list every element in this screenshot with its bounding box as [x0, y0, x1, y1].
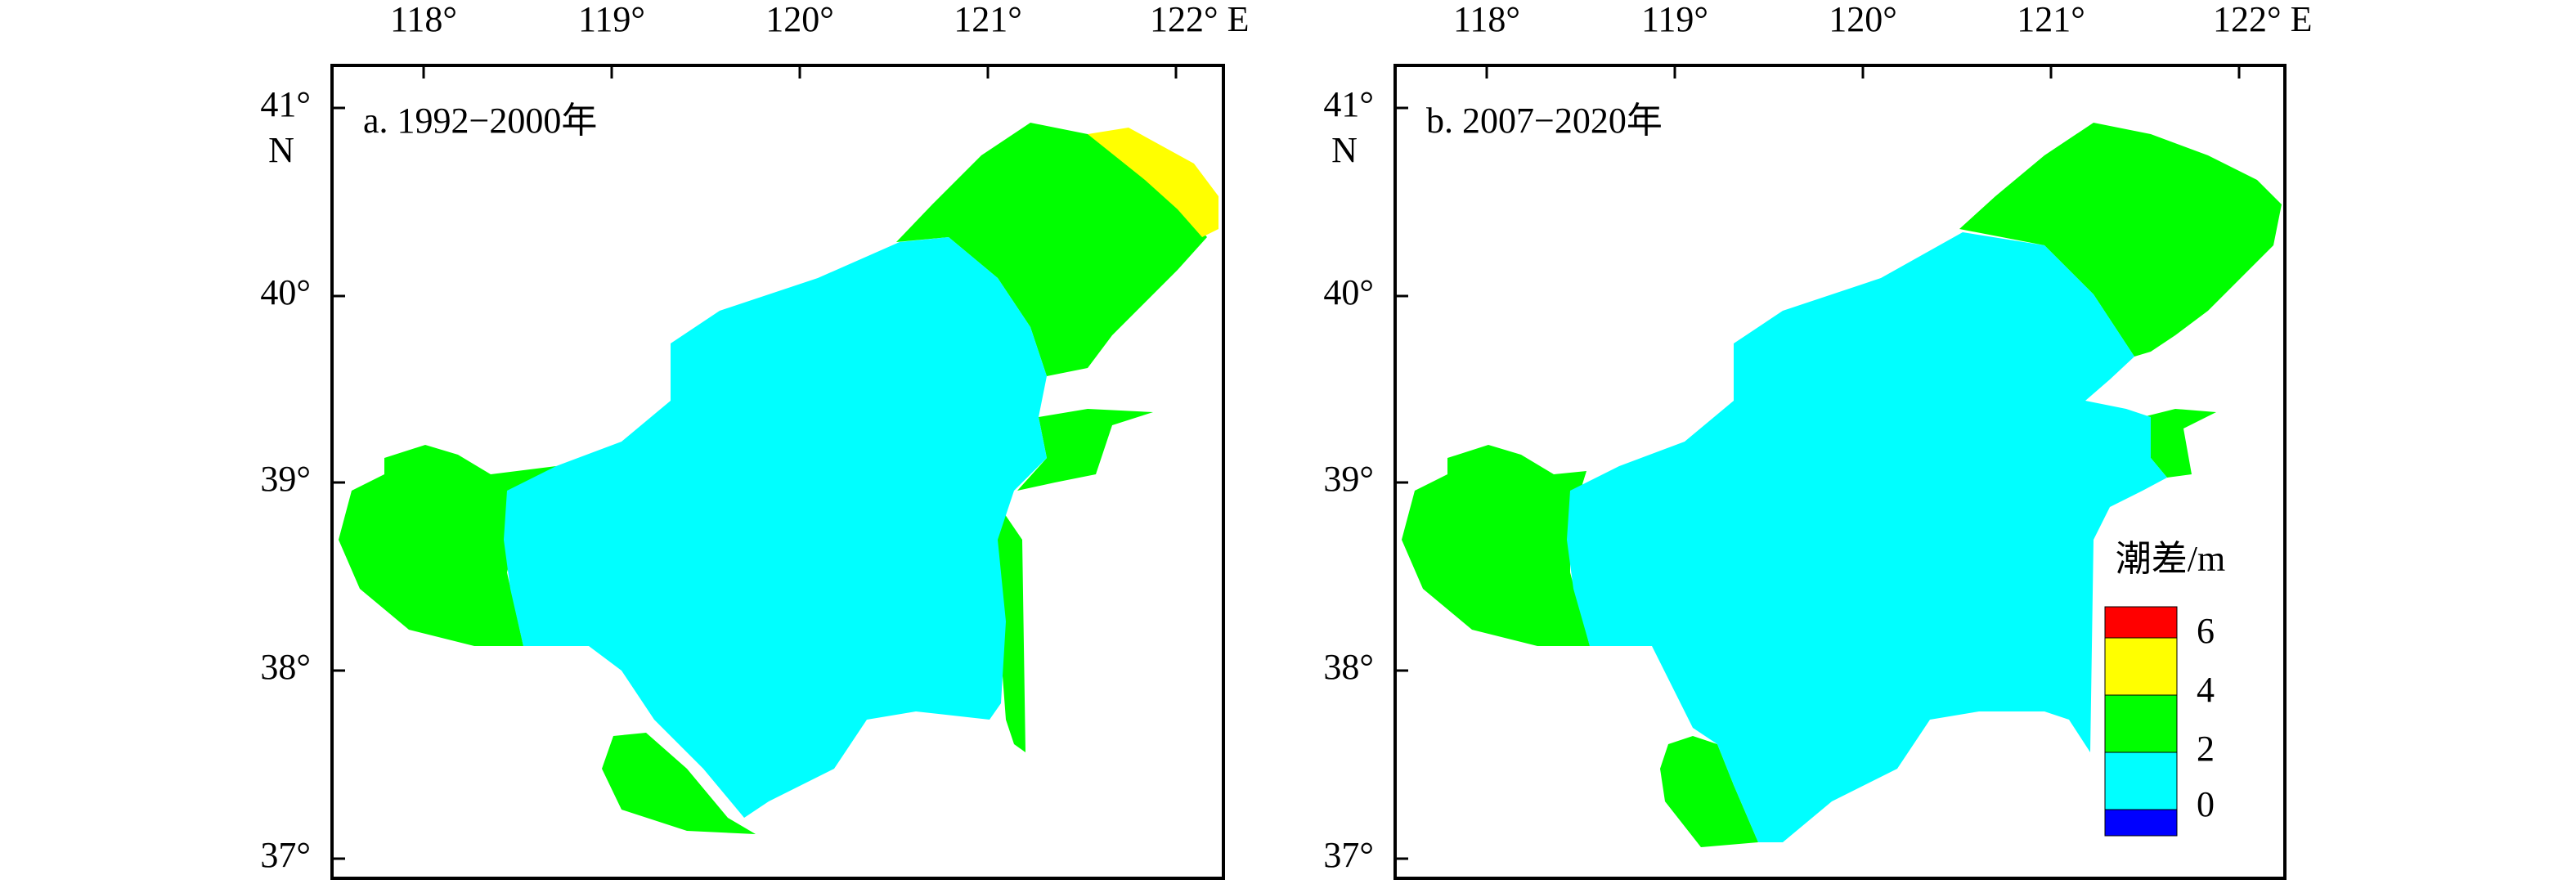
x-tick-label: 121°	[954, 0, 1022, 39]
region-green	[602, 733, 756, 834]
map-frame	[1393, 64, 2287, 880]
region-green	[1959, 123, 2282, 357]
tidal-range-regions	[339, 123, 1218, 834]
region-green	[339, 445, 556, 646]
x-tick-label: 120°	[1829, 0, 1897, 39]
region-green	[1402, 445, 1590, 646]
x-tick-label: 118°	[1453, 0, 1520, 39]
x-tick-label: 119°	[578, 0, 645, 39]
tidal-range-regions	[1402, 123, 2282, 847]
region-green	[2143, 409, 2216, 478]
y-tick-label: 38°	[1323, 647, 1374, 687]
x-tick-label: 120°	[765, 0, 834, 39]
north-label: N	[268, 130, 294, 170]
y-tick-label: 38°	[260, 647, 311, 687]
map-frame	[330, 64, 1225, 880]
x-tick-label: 119°	[1641, 0, 1708, 39]
y-tick-label: 41°	[260, 84, 311, 124]
legend-label: 2	[2197, 729, 2215, 769]
legend-title: 潮差/m	[2116, 539, 2225, 579]
x-tick-label: 118°	[390, 0, 457, 39]
y-tick-label: 40°	[260, 272, 311, 312]
legend-label: 4	[2197, 670, 2215, 710]
legend-swatch	[2104, 637, 2178, 696]
x-tick-label: 122° E	[1150, 0, 1249, 39]
panel-title: b. 2007−2020年	[1426, 101, 1663, 141]
x-tick-label: 122° E	[2213, 0, 2312, 39]
y-tick-label: 39°	[1323, 459, 1374, 499]
region-yellow	[1088, 128, 1218, 237]
north-label: N	[1331, 130, 1358, 170]
y-tick-label: 41°	[1323, 84, 1374, 124]
legend-swatch	[2104, 809, 2178, 837]
region-green	[1017, 409, 1153, 491]
legend-swatch	[2104, 752, 2178, 810]
region-cyan	[504, 237, 1047, 818]
region-cyan	[1567, 232, 2167, 842]
y-tick-label: 39°	[260, 459, 311, 499]
y-tick-label: 40°	[1323, 272, 1374, 312]
y-tick-label: 37°	[260, 835, 311, 875]
panel-title: a. 1992−2000年	[363, 101, 597, 141]
legend: 潮差/m 6 4 2 0	[2104, 539, 2225, 837]
legend-label: 0	[2197, 784, 2215, 824]
x-tick-label: 121°	[2017, 0, 2085, 39]
map-panel: a. 1992−2000年 118° 119° 120° 121° 122° E 41° 40…	[260, 0, 1249, 880]
region-green	[1660, 736, 1758, 847]
region-green	[896, 123, 1207, 376]
legend-swatch	[2104, 606, 2178, 639]
y-tick-label: 37°	[1323, 835, 1374, 875]
legend-label: 6	[2197, 611, 2215, 651]
legend-swatch	[2104, 694, 2178, 753]
